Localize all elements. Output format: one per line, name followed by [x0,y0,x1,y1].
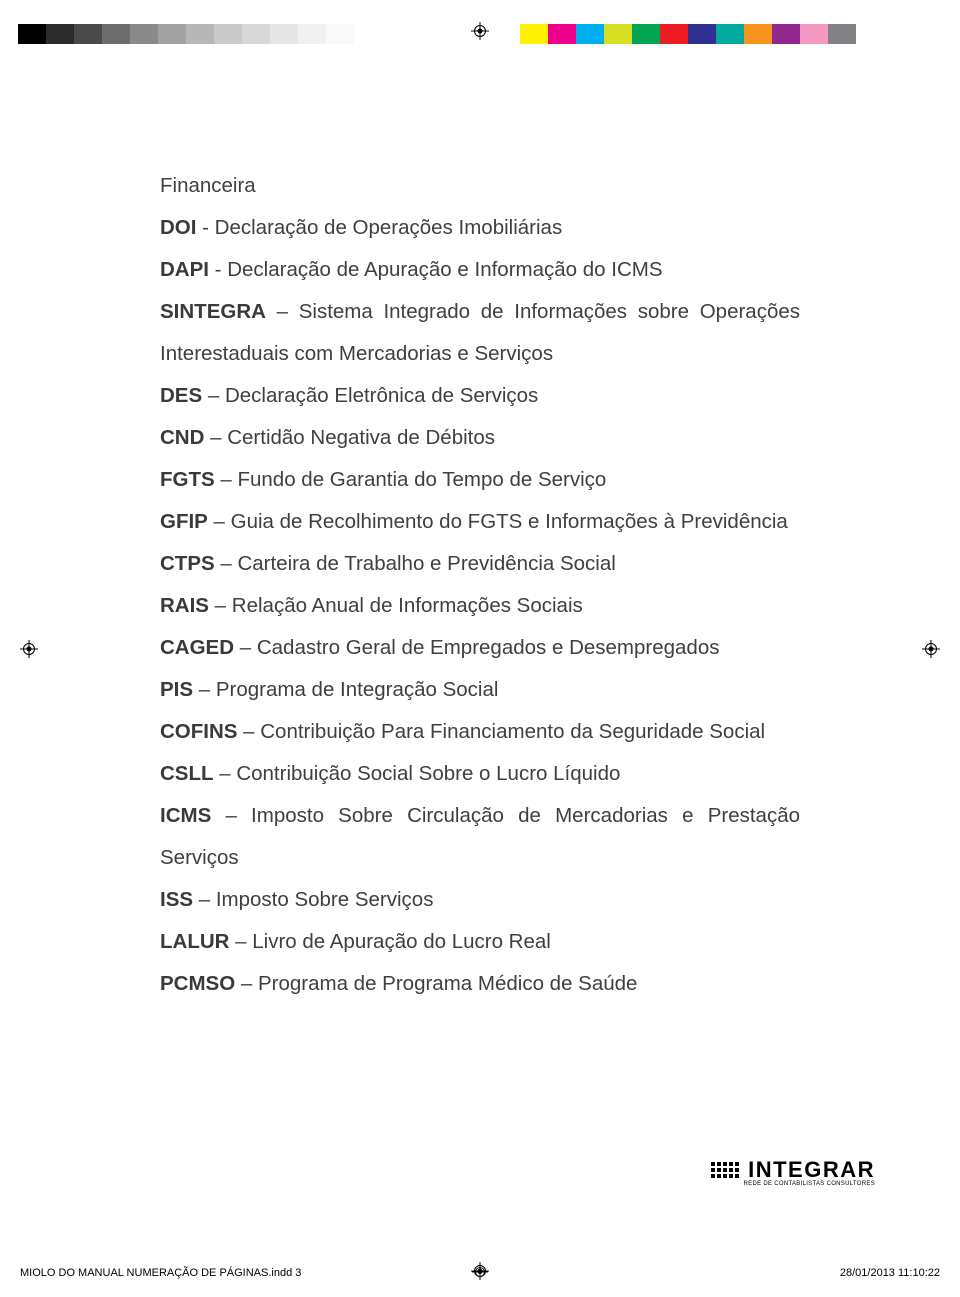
color-bar-left [18,24,354,44]
logo-dots-icon [710,1161,740,1179]
footer-timestamp: 28/01/2013 11:10:22 [840,1267,940,1279]
term-definition: - Declaração de Operações Imobiliárias [196,216,562,239]
logo-name: INTEGRAR [748,1157,875,1183]
glossary-entry: PCMSO – Programa de Programa Médico de S… [160,963,800,1005]
registration-mark-icon [922,640,940,658]
color-swatch [604,24,632,44]
glossary-entry: SINTEGRA – Sistema Integrado de Informaç… [160,291,800,375]
term-definition: – Programa de Integração Social [193,678,498,701]
color-swatch [326,24,354,44]
term-definition: – Livro de Apuração do Lucro Real [229,930,550,953]
registration-mark-icon [20,640,38,658]
glossary-entry: CAGED – Cadastro Geral de Empregados e D… [160,627,800,669]
term-abbrev: FGTS [160,468,215,491]
term-abbrev: CND [160,426,204,449]
document-body: Financeira DOI - Declaração de Operações … [160,165,800,1005]
color-swatch [688,24,716,44]
term-definition: – Guia de Recolhimento do FGTS e Informa… [208,510,788,533]
color-swatch [772,24,800,44]
term-definition: – Contribuição Social Sobre o Lucro Líqu… [214,762,621,785]
term-definition: – Certidão Negativa de Débitos [204,426,495,449]
term-abbrev: CTPS [160,552,215,575]
term-definition: - Declaração de Apuração e Informação do… [209,258,663,281]
color-swatch [214,24,242,44]
glossary-entry: DAPI - Declaração de Apuração e Informaç… [160,249,800,291]
color-swatch [828,24,856,44]
glossary-entry: COFINS – Contribuição Para Financiamento… [160,711,800,753]
glossary-entry: CND – Certidão Negativa de Débitos [160,417,800,459]
color-swatch [800,24,828,44]
term-definition: – Programa de Programa Médico de Saúde [235,972,637,995]
color-swatch [102,24,130,44]
color-swatch [130,24,158,44]
term-definition: – Contribuição Para Financiamento da Seg… [237,720,765,743]
color-swatch [186,24,214,44]
term-abbrev: DAPI [160,258,209,281]
term-abbrev: ISS [160,888,193,911]
color-swatch [660,24,688,44]
glossary-entry: ISS – Imposto Sobre Serviços [160,879,800,921]
glossary-entry: DES – Declaração Eletrônica de Serviços [160,375,800,417]
term-definition: – Cadastro Geral de Empregados e Desempr… [234,636,719,659]
color-bar-right [520,24,856,44]
glossary-entry: CSLL – Contribuição Social Sobre o Lucro… [160,753,800,795]
term-abbrev: LALUR [160,930,229,953]
registration-mark-icon [472,1264,488,1283]
term-definition: – Fundo de Garantia do Tempo de Serviço [215,468,607,491]
term-definition: – Imposto Sobre Circulação de Mercadoria… [160,804,800,869]
term-abbrev: DOI [160,216,196,239]
term-definition: Financeira [160,174,256,197]
color-swatch [18,24,46,44]
color-swatch [632,24,660,44]
color-swatch [270,24,298,44]
glossary-entry: LALUR – Livro de Apuração do Lucro Real [160,921,800,963]
color-swatch [716,24,744,44]
color-swatch [576,24,604,44]
term-abbrev: COFINS [160,720,237,743]
color-swatch [744,24,772,44]
term-abbrev: DES [160,384,202,407]
registration-mark-icon [471,22,489,40]
color-swatch [46,24,74,44]
glossary-entry: GFIP – Guia de Recolhimento do FGTS e In… [160,501,800,543]
glossary-entry: CTPS – Carteira de Trabalho e Previdênci… [160,543,800,585]
term-definition: – Relação Anual de Informações Sociais [209,594,583,617]
print-footer: MIOLO DO MANUAL NUMERAÇÃO DE PÁGINAS.ind… [20,1267,940,1279]
glossary-entry: RAIS – Relação Anual de Informações Soci… [160,585,800,627]
term-abbrev: RAIS [160,594,209,617]
glossary-entry: PIS – Programa de Integração Social [160,669,800,711]
term-abbrev: PIS [160,678,193,701]
color-swatch [242,24,270,44]
color-swatch [520,24,548,44]
glossary-entry: Financeira [160,165,800,207]
term-definition: – Imposto Sobre Serviços [193,888,433,911]
color-swatch [74,24,102,44]
color-swatch [158,24,186,44]
term-definition: – Carteira de Trabalho e Previdência Soc… [215,552,616,575]
term-abbrev: GFIP [160,510,208,533]
term-abbrev: PCMSO [160,972,235,995]
glossary-entry: DOI - Declaração de Operações Imobiliári… [160,207,800,249]
color-swatch [298,24,326,44]
glossary-entry: FGTS – Fundo de Garantia do Tempo de Ser… [160,459,800,501]
term-abbrev: ICMS [160,804,211,827]
term-abbrev: CSLL [160,762,214,785]
glossary-entry: ICMS – Imposto Sobre Circulação de Merca… [160,795,800,879]
brand-logo: INTEGRAR REDE DE CONTABILISTAS CONSULTOR… [706,1157,875,1187]
footer-filename: MIOLO DO MANUAL NUMERAÇÃO DE PÁGINAS.ind… [20,1267,301,1279]
term-abbrev: CAGED [160,636,234,659]
term-definition: – Declaração Eletrônica de Serviços [202,384,538,407]
color-swatch [548,24,576,44]
term-abbrev: SINTEGRA [160,300,266,323]
